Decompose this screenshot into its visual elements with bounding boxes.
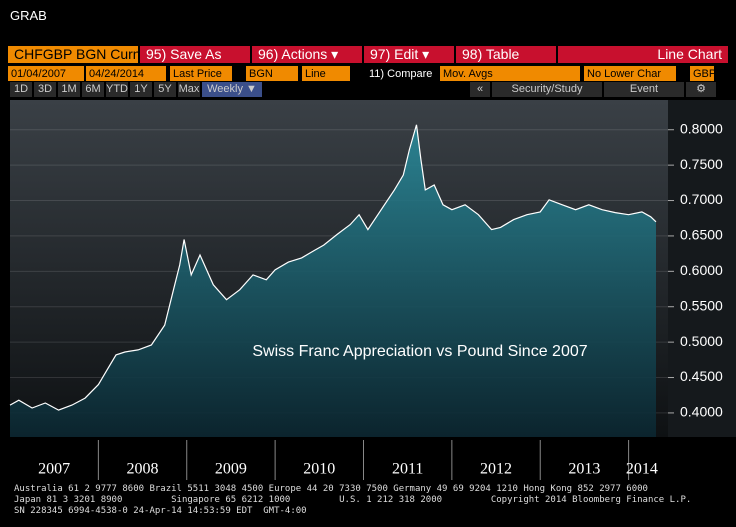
x-tick-label: 2014 <box>626 461 658 478</box>
annotation: Swiss Franc Appreciation vs Pound Since … <box>252 343 587 360</box>
ticker: CHFGBP BGN Curn <box>8 46 141 63</box>
x-tick-label: 2010 <box>303 461 335 478</box>
x-tick-label: 2009 <box>215 461 247 478</box>
x-tick-label: 2011 <box>392 461 423 478</box>
menu-button[interactable]: 96) Actions ▾ <box>252 46 362 63</box>
y-tick-label: 0.7500 <box>680 156 723 172</box>
tab[interactable]: 1M <box>58 82 80 97</box>
year-bar <box>10 455 668 485</box>
x-tick-label: 2008 <box>127 461 159 478</box>
window-title: GRAB <box>10 8 47 23</box>
field[interactable]: 04/24/2014 <box>86 66 166 81</box>
area <box>10 124 656 438</box>
menu-button[interactable]: 95) Save As <box>140 46 250 63</box>
menu-button[interactable]: 98) Table <box>456 46 556 63</box>
field[interactable]: Last Price <box>170 66 232 81</box>
y-tick-label: 0.4500 <box>680 368 723 384</box>
axis-panel <box>668 100 736 437</box>
field[interactable]: 11) Compare <box>366 66 438 81</box>
y-tick-label: 0.8000 <box>680 120 723 136</box>
tab[interactable]: Event <box>604 82 684 97</box>
price-line <box>9 124 657 411</box>
x-tick-label: 2007 <box>38 461 70 478</box>
tab[interactable]: « <box>470 82 490 97</box>
tab[interactable]: 6M <box>82 82 104 97</box>
tab[interactable]: 3D <box>34 82 56 97</box>
x-tick-label: 2013 <box>568 461 600 478</box>
footer-line: Japan 81 3 3201 8900 Singapore 65 6212 1… <box>14 495 692 505</box>
tab[interactable]: Weekly ▼ <box>202 82 262 97</box>
y-tick-label: 0.4000 <box>680 404 723 420</box>
tab[interactable]: 1Y <box>130 82 152 97</box>
y-tick-label: 0.5500 <box>680 297 723 313</box>
field[interactable]: 01/04/2007 <box>8 66 84 81</box>
menu-button[interactable]: Line Chart <box>558 46 728 63</box>
field[interactable]: BGN <box>246 66 298 81</box>
tab[interactable]: ⚙ <box>686 82 716 97</box>
field[interactable]: Line <box>302 66 350 81</box>
y-tick-label: 0.6000 <box>680 262 723 278</box>
field[interactable]: No Lower Char <box>584 66 676 81</box>
x-tick-label: 2012 <box>480 461 512 478</box>
field[interactable]: Mov. Avgs <box>440 66 580 81</box>
y-tick-label: 0.6500 <box>680 227 723 243</box>
tab[interactable]: 1D <box>10 82 32 97</box>
y-tick-label: 0.7000 <box>680 191 723 207</box>
tab[interactable]: Security/Study <box>492 82 602 97</box>
tab[interactable]: 5Y <box>154 82 176 97</box>
tab[interactable]: Max <box>178 82 200 97</box>
y-tick-label: 0.5000 <box>680 333 723 349</box>
footer-line: SN 228345 6994-4538-0 24-Apr-14 14:53:59… <box>14 506 307 516</box>
tab[interactable]: YTD <box>106 82 128 97</box>
field[interactable]: GBP <box>690 66 716 81</box>
menu-button[interactable]: 97) Edit ▾ <box>364 46 454 63</box>
footer-line: Australia 61 2 9777 8600 Brazil 5511 304… <box>14 484 648 494</box>
